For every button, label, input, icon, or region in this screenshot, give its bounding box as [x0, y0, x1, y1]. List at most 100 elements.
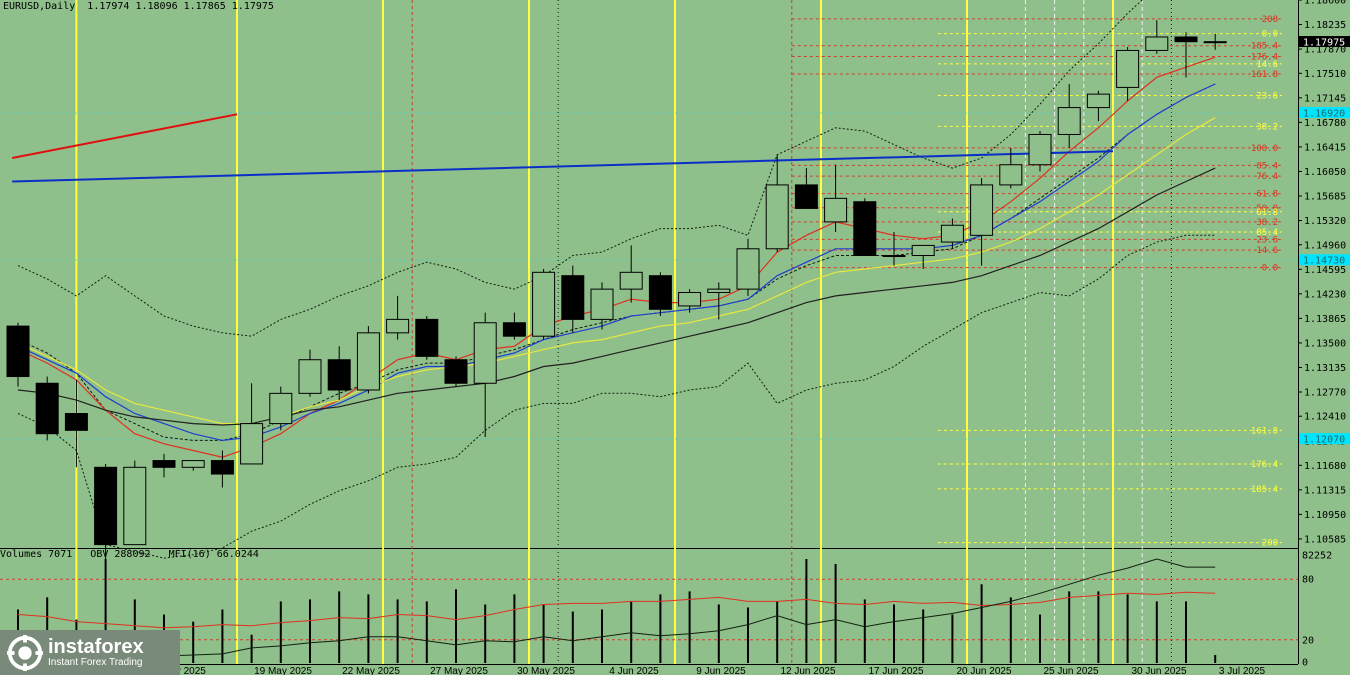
candle-bull [1203, 41, 1227, 44]
candle-bull [765, 184, 789, 250]
date-label: 20 Jun 2025 [956, 666, 1011, 675]
candle-bear [152, 460, 176, 468]
price-tick-label: 1.10950 [1304, 510, 1346, 521]
price-tick-label: 1.13135 [1304, 363, 1346, 374]
fib-red-label: 85.4 [1256, 161, 1278, 171]
price-tick-label: 1.14595 [1304, 265, 1346, 276]
current-price-marker [1299, 36, 1350, 48]
price-tick-label: 1.16780 [1304, 118, 1346, 129]
fib-red-label: 100.0 [1251, 144, 1278, 154]
candle-bull [590, 288, 614, 320]
moving-average-red [17, 56, 1216, 458]
candle-bull [386, 318, 410, 334]
bollinger-mid-line [17, 83, 1216, 441]
candle-bull [970, 184, 994, 236]
candle-bull [240, 423, 264, 465]
candle-bull [736, 248, 760, 290]
candle-bull [532, 271, 556, 337]
logo-tagline: Instant Forex Trading [48, 656, 143, 668]
subwindow-scale-label: 0 [1302, 658, 1308, 669]
mfi-line [17, 591, 1216, 629]
cyan-price-marker [1299, 106, 1350, 118]
price-tick-label: 1.13500 [1304, 338, 1346, 349]
candle-bear [94, 466, 118, 546]
fib-red-label: 76.4 [1256, 172, 1278, 182]
fib-yellow-label: 61.8 [1256, 208, 1278, 218]
candle-bear [415, 318, 439, 357]
fib-red-label: 14.6 [1256, 246, 1278, 256]
candle-bull [298, 359, 322, 394]
fib-red-label: 161.8 [1251, 70, 1278, 80]
moving-average-blue [17, 83, 1216, 442]
candle-bull [473, 322, 497, 384]
date-label: 9 Jun 2025 [696, 666, 746, 675]
candle-bull [123, 466, 147, 546]
fib-yellow-label: 185.4 [1251, 485, 1278, 495]
price-tick-label: 1.18600 [1304, 0, 1346, 7]
candle-bull [940, 224, 964, 243]
indicator-header: Volumes 7071 OBV 288092 MFI(16) 66.0244 [0, 549, 259, 560]
candle-bear [561, 275, 585, 320]
obv-line [17, 558, 1216, 659]
symbol-label: EURUSD,Daily [3, 1, 76, 12]
candle-bull [356, 332, 380, 391]
candle-bull [911, 244, 935, 257]
candle-bear [794, 184, 818, 209]
fib-red-label: 176.4 [1251, 52, 1278, 62]
price-tick-label: 1.13865 [1304, 314, 1346, 325]
price-tick-label: 1.12410 [1304, 412, 1346, 423]
cyan-price-label: 1.16920 [1303, 108, 1345, 119]
bollinger-lower-line [17, 234, 1216, 559]
fib-red-label: 0.0 [1262, 264, 1278, 274]
fib-red-label: 23.6 [1256, 235, 1278, 245]
subwindow-scale-label: 82252 [1302, 551, 1332, 562]
price-tick-label: 1.18235 [1304, 20, 1346, 31]
price-tick-label: 1.16050 [1304, 167, 1346, 178]
candle-bear [502, 322, 526, 337]
candle-bear [6, 325, 30, 378]
price-tick-label: 1.17510 [1304, 69, 1346, 80]
fib-yellow-label: 161.8 [1251, 426, 1278, 436]
fib-red-label: 208 [1262, 15, 1278, 25]
date-label: 4 Jun 2025 [609, 666, 659, 675]
price-tick-label: 1.15685 [1304, 192, 1346, 203]
candle-bull [619, 271, 643, 290]
price-tick-label: 1.15320 [1304, 216, 1346, 227]
chart-header: EURUSD,Daily 1.17974 1.18096 1.17865 1.1… [3, 1, 274, 12]
candle-bear [35, 382, 59, 435]
date-label: 22 May 2025 [342, 666, 400, 675]
candle-bear [327, 359, 351, 391]
fib-red-label: 61.8 [1256, 190, 1278, 200]
fib-yellow-label: 14.6 [1256, 60, 1278, 70]
candle-bull [678, 291, 702, 307]
candle-bull [999, 164, 1023, 186]
price-tick-label: 1.16415 [1304, 142, 1346, 153]
price-tick-label: 1.14960 [1304, 240, 1346, 251]
instaforex-logo-icon [6, 634, 44, 671]
price-tick-label: 1.11680 [1304, 461, 1346, 472]
date-label: 27 May 2025 [430, 666, 488, 675]
candle-bull [269, 392, 293, 425]
candle-bull [1086, 93, 1110, 109]
candle-bull [824, 197, 848, 223]
candle-bear [648, 275, 672, 310]
date-label: 3 Jul 2025 [1219, 666, 1266, 675]
cyan-price-label: 1.12070 [1303, 435, 1345, 446]
trendline-blue [12, 150, 1114, 183]
cyan-price-marker [1299, 433, 1350, 445]
candle-bear [444, 359, 468, 384]
candle-bull [707, 288, 731, 293]
price-tick-label: 1.14230 [1304, 289, 1346, 300]
logo-name: instaforex [48, 635, 144, 658]
date-label: 12 Jun 2025 [780, 666, 835, 675]
subwindow-scale-label: 20 [1302, 635, 1314, 646]
fib-yellow-label: 38.2 [1256, 122, 1278, 132]
date-label: 30 May 2025 [517, 666, 575, 675]
fib-yellow-label: 23.6 [1256, 91, 1278, 101]
price-tick-label: 1.10585 [1304, 534, 1346, 545]
cyan-price-label: 1.14730 [1303, 256, 1345, 267]
fib-yellow-label: 85.4 [1256, 228, 1278, 238]
candle-bear [210, 460, 234, 475]
subwindow-scale-label: 80 [1302, 575, 1314, 586]
